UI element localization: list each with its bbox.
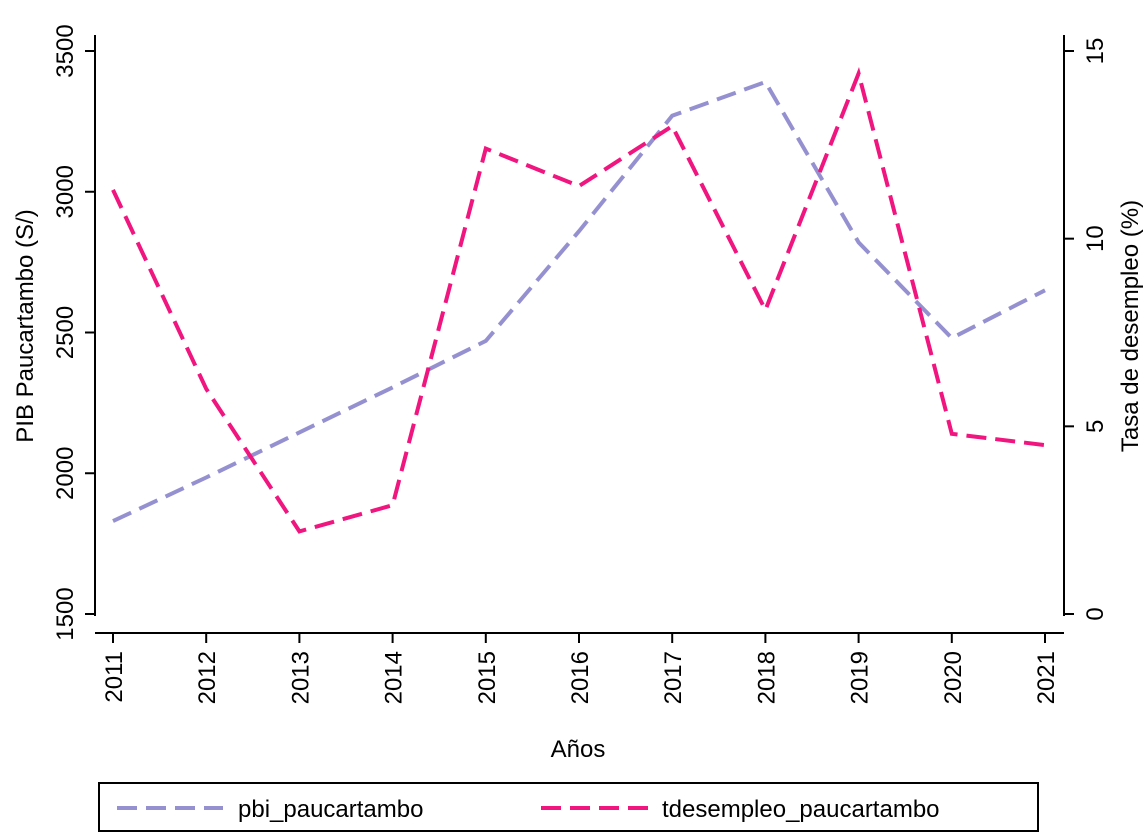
right-y-tick-label: 10 [1082,225,1109,252]
x-tick-label: 2017 [660,651,687,704]
x-tick-label: 2016 [567,651,594,704]
left-y-tick-label: 3000 [52,165,79,218]
series-layer [111,67,1046,534]
legend-label-tdesempleo: tdesempleo_paucartambo [662,796,940,823]
right-y-axis-title: Tasa de desempleo (%) [1117,200,1144,452]
x-tick-label: 2018 [753,651,780,704]
x-axis-title: Años [551,736,606,763]
x-tick-label: 2021 [1033,651,1060,704]
left-y-tick-label: 3500 [52,24,79,77]
x-tick-label: 2011 [101,651,128,703]
x-tick-label: 2012 [194,651,221,704]
series-line-pbi_paucartambo [112,79,1046,523]
x-tick-label: 2013 [287,651,314,704]
left-y-tick-label: 2000 [52,447,79,500]
series-line-tdesempleo_paucartambo [111,67,1046,534]
left-y-tick-label: 2500 [52,306,79,359]
x-tick-label: 2020 [940,651,967,704]
x-tick-label: 2015 [474,651,501,704]
left-y-ticks: 1500 2000 2500 3000 3500 [52,24,95,641]
x-tick-label: 2014 [381,651,408,704]
left-y-tick-label: 1500 [52,587,79,640]
legend-label-pbi: pbi_paucartambo [238,796,423,823]
x-ticks: 2011 2012 2013 2014 2015 2016 2017 2018 2019 2020… [101,633,1060,704]
x-tick-label: 2019 [847,651,874,704]
right-y-tick-label: 0 [1082,607,1109,620]
legend-box [98,782,1039,832]
right-y-ticks: 0 5 10 15 [1064,38,1109,621]
right-y-tick-label: 5 [1082,420,1109,433]
left-y-axis-title: PIB Paucartambo (S/) [12,209,39,442]
right-y-tick-label: 15 [1082,38,1109,65]
legend: pbi_paucartambo tdesempleo_paucartambo [98,782,1039,832]
